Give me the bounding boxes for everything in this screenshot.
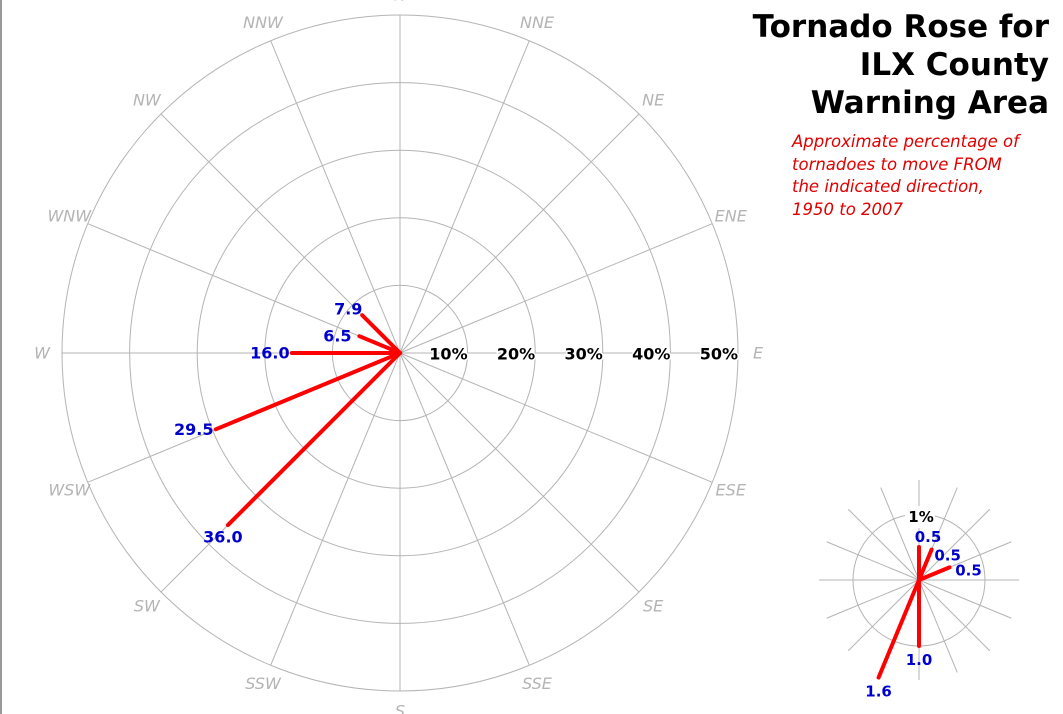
inset-grid-spoke [918, 579, 958, 673]
inset-grid-spoke [918, 508, 991, 581]
grid-spoke [399, 223, 713, 354]
grid-spoke [399, 40, 530, 354]
petal [213, 351, 402, 432]
main-rose-direction-labels: N NNE NE ENE E ESE SE SSE S SSW SW WSW W WNW NW NNW [34, 0, 764, 714]
value-label: 7.9 [334, 300, 362, 319]
inset-grid-spoke [847, 579, 920, 652]
main-rose-petals [213, 313, 402, 528]
grid-spoke [399, 352, 640, 593]
inset-grid-spoke [918, 579, 991, 652]
direction-label: W [34, 344, 51, 363]
value-label: 36.0 [203, 528, 242, 547]
ring-label: 50% [700, 345, 738, 364]
petal [360, 313, 402, 355]
main-rose-value-labels: 7.9 6.5 16.0 29.5 36.0 [174, 300, 362, 547]
grid-spoke [399, 352, 530, 666]
subtitle-line: Approximate percentage of [792, 132, 1019, 151]
inset-rose-value-labels: 0.50.50.51.01.6 [865, 528, 981, 701]
direction-label: ENE [715, 206, 748, 225]
petal [357, 334, 402, 355]
subtitle-line: tornadoes to move FROM [792, 154, 1002, 174]
ring-label: 10% [429, 345, 467, 364]
main-rose-ring-labels: 10% 20% 30% 40% 50% [428, 343, 740, 365]
inset-rose-petals [876, 545, 952, 680]
ring-label: 30% [565, 345, 603, 364]
direction-label: NNW [243, 13, 284, 32]
direction-label: WSW [48, 481, 91, 500]
inset-grid-spoke [880, 487, 920, 581]
direction-label: NW [133, 90, 162, 109]
inset-petal [876, 578, 921, 680]
grid-spoke [399, 113, 640, 354]
inset-grid-spoke [847, 508, 920, 581]
direction-label: SSW [245, 674, 282, 693]
value-label: 6.5 [323, 327, 351, 346]
inset-petal [917, 547, 934, 582]
petal [225, 351, 402, 528]
inset-value-label: 1.0 [906, 651, 933, 669]
chart-subtitle: Approximate percentage of tornadoes to m… [792, 131, 1019, 221]
inset-ring-label: 1% [908, 508, 933, 526]
ring-label: 40% [632, 345, 670, 364]
direction-label: NNE [520, 13, 555, 32]
grid-spoke [270, 352, 401, 666]
subtitle-line: 1950 to 2007 [792, 199, 904, 219]
direction-label: S [395, 702, 405, 714]
direction-label: N [394, 0, 406, 5]
inset-grid-spoke [826, 579, 920, 619]
direction-label: SE [643, 597, 664, 616]
subtitle-line: the indicated direction, [792, 177, 984, 196]
inset-petal [917, 565, 952, 582]
grid-spoke [270, 40, 401, 354]
inset-grid-spoke [918, 579, 1012, 619]
inset-value-label: 1.6 [865, 683, 892, 701]
grid-spoke [87, 223, 401, 354]
ring-label: 20% [497, 345, 535, 364]
direction-label: WNW [47, 206, 92, 225]
value-label: 16.0 [250, 344, 289, 363]
inset-value-label: 0.5 [915, 528, 942, 546]
inset-value-label: 0.5 [955, 561, 982, 579]
grid-spoke [399, 352, 713, 483]
direction-label: SSE [522, 674, 553, 693]
title-line: Warning Area [810, 85, 1049, 121]
inset-ring-label-backing [905, 506, 935, 528]
direction-label: E [753, 344, 764, 363]
left-border [0, 0, 2, 714]
title-line: ILX County [859, 47, 1049, 83]
inset-grid-spoke [826, 541, 920, 581]
direction-label: ESE [716, 481, 747, 500]
direction-label: SW [134, 597, 161, 616]
inset-value-label: 0.5 [934, 547, 961, 565]
title-line: Tornado Rose for [752, 9, 1049, 45]
value-label: 29.5 [174, 420, 213, 439]
inset-rose-ring-labels: 1% [908, 508, 933, 526]
grid-spoke [160, 113, 401, 354]
direction-label: NE [642, 90, 665, 109]
chart-title: Tornado Rose for ILX County Warning Area [753, 8, 1049, 122]
